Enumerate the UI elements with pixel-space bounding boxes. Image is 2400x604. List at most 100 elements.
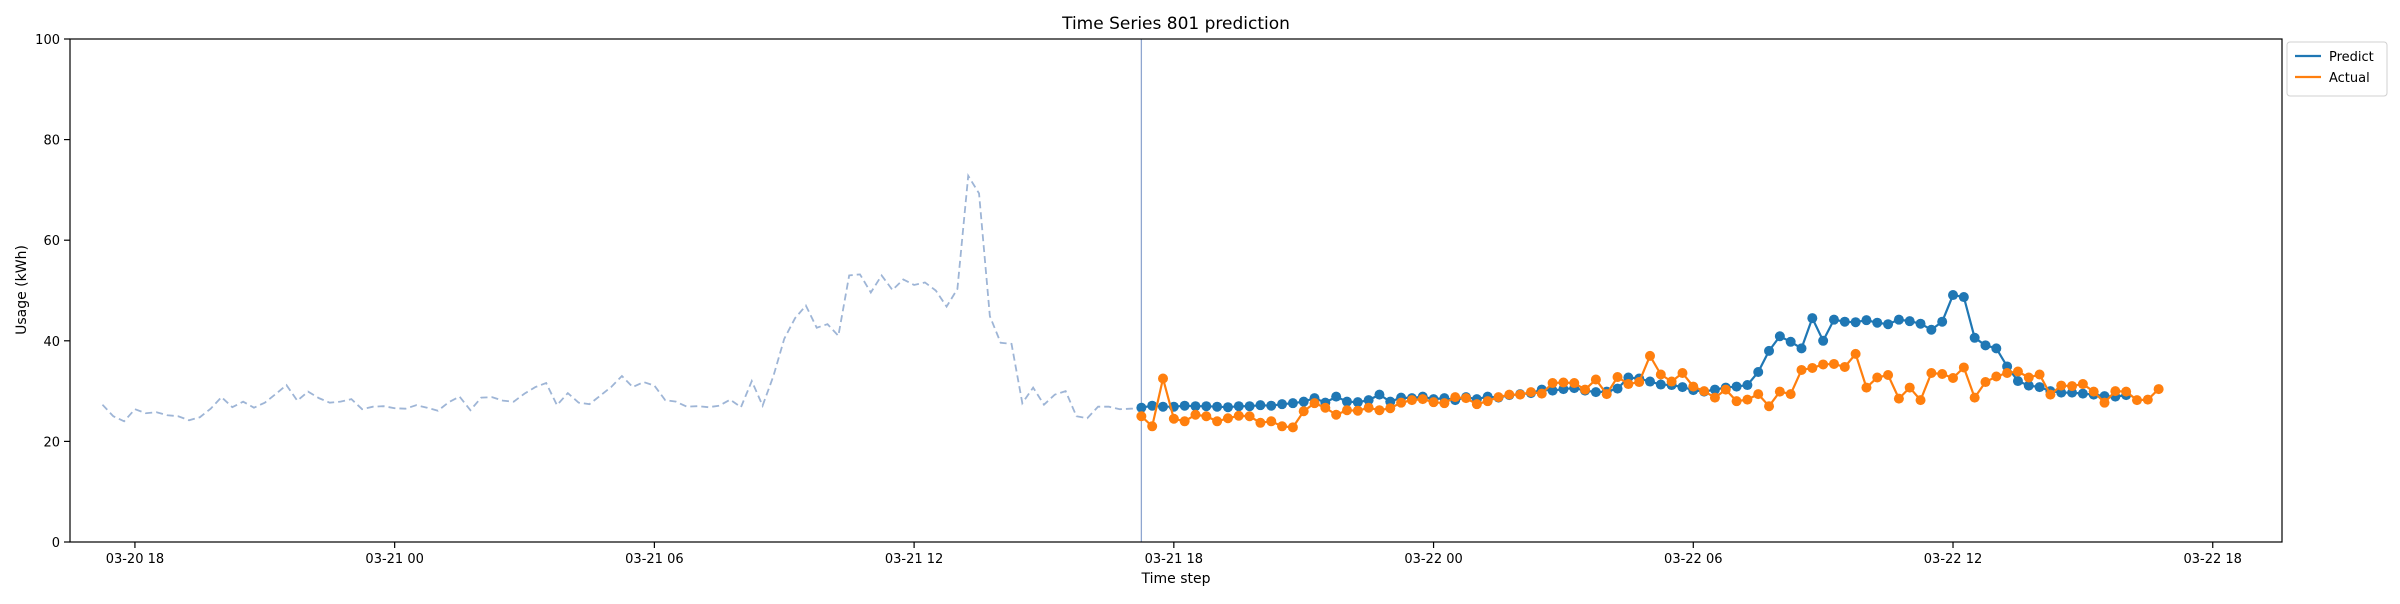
- actual-point: [1774, 386, 1785, 397]
- predict-point: [2077, 388, 2088, 399]
- y-tick-label: 60: [43, 234, 60, 249]
- actual-point: [2034, 369, 2045, 380]
- predict-point: [1212, 401, 1223, 412]
- actual-point: [1742, 394, 1753, 405]
- predict-point: [2034, 382, 2045, 393]
- actual-point: [1623, 379, 1634, 390]
- actual-point: [1406, 395, 1417, 406]
- predict-point: [1298, 396, 1309, 407]
- actual-point: [2067, 381, 2078, 392]
- actual-point: [1915, 395, 1926, 406]
- actual-point: [2121, 386, 2132, 397]
- predict-point: [1158, 401, 1169, 412]
- actual-point: [1277, 421, 1288, 432]
- actual-point: [1168, 413, 1179, 424]
- actual-point: [1612, 372, 1623, 383]
- actual-point: [1374, 405, 1385, 416]
- predict-point: [2012, 376, 2023, 387]
- actual-point: [1937, 369, 1948, 379]
- actual-point: [1893, 393, 1904, 404]
- y-axis-label: Usage (kWh): [14, 245, 30, 335]
- actual-point: [1450, 392, 1461, 403]
- actual-point: [1709, 392, 1720, 403]
- actual-point: [1331, 409, 1342, 420]
- predict-point: [1893, 314, 1904, 325]
- actual-point: [1634, 377, 1645, 388]
- actual-point: [1147, 421, 1158, 432]
- predict-point: [1374, 389, 1385, 400]
- actual-point: [1233, 410, 1244, 421]
- actual-point: [1796, 364, 1807, 375]
- legend-predict-label: Predict: [2329, 50, 2374, 65]
- actual-point: [1569, 378, 1580, 389]
- predict-point: [1352, 397, 1363, 408]
- actual-point: [1980, 377, 1991, 388]
- y-tick-label: 20: [43, 435, 60, 450]
- plot-layer: 0 20 40 60 80 100 03-20 18 03-21 00 03-21 06 03-2…: [35, 33, 2283, 567]
- predict-point: [1764, 345, 1775, 356]
- predict-point: [1839, 316, 1850, 327]
- actual-point: [1818, 359, 1829, 370]
- actual-point: [1926, 367, 1937, 378]
- predict-point: [1655, 379, 1666, 390]
- actual-point: [2077, 379, 2088, 390]
- predict-point: [1926, 324, 1937, 335]
- x-tick-label: 03-22 06: [1664, 552, 1722, 567]
- predict-point: [1590, 387, 1601, 398]
- actual-point: [1515, 389, 1526, 400]
- predict-point: [1753, 366, 1764, 377]
- actual-point: [1688, 381, 1699, 392]
- actual-point: [1850, 348, 1861, 359]
- actual-point: [1828, 358, 1839, 369]
- actual-point: [1601, 389, 1612, 400]
- predict-point: [1785, 336, 1796, 347]
- actual-point: [1201, 411, 1212, 422]
- x-tick-label: 03-22 00: [1404, 552, 1462, 567]
- predict-point: [1287, 398, 1298, 409]
- actual-point: [1428, 397, 1439, 408]
- actual-point: [1298, 406, 1309, 417]
- y-tick-label: 0: [52, 536, 60, 551]
- predict-point: [1904, 316, 1915, 327]
- predict-point: [2023, 380, 2034, 391]
- predict-point: [1645, 376, 1655, 387]
- predict-point: [1190, 401, 1201, 412]
- actual-point: [1785, 389, 1796, 400]
- actual-point: [1493, 392, 1504, 403]
- actual-point: [1482, 396, 1493, 407]
- predict-point: [1980, 340, 1991, 351]
- actual-point: [1753, 389, 1764, 400]
- actual-point: [1807, 362, 1818, 373]
- actual-point: [2131, 395, 2142, 406]
- actual-point: [1580, 384, 1591, 395]
- actual-point: [1212, 416, 1223, 427]
- actual-point: [1666, 376, 1677, 387]
- actual-point: [2088, 386, 2099, 397]
- actual-point: [1320, 402, 1331, 413]
- predict-point: [1612, 383, 1623, 394]
- actual-point: [1255, 417, 1266, 428]
- x-axis-label: Time step: [1141, 571, 1211, 587]
- predict-point: [1883, 319, 1894, 330]
- actual-point: [1341, 405, 1352, 416]
- predict-point: [1709, 384, 1720, 395]
- predict-point: [1948, 290, 1959, 301]
- actual-point: [1417, 394, 1428, 405]
- actual-point: [1287, 422, 1298, 433]
- actual-point: [1872, 372, 1883, 383]
- history-series-line: [101, 173, 1142, 423]
- actual-point: [1958, 362, 1969, 373]
- x-tick-label: 03-21 12: [885, 552, 943, 567]
- predict-point: [1266, 400, 1277, 411]
- actual-point: [2002, 367, 2013, 378]
- actual-point: [1471, 399, 1482, 410]
- actual-point: [2045, 389, 2056, 400]
- predict-point: [1341, 396, 1352, 407]
- actual-point: [1839, 361, 1850, 372]
- y-tick-label: 80: [43, 134, 60, 149]
- predict-point: [1363, 395, 1374, 406]
- predict-point: [1136, 402, 1147, 413]
